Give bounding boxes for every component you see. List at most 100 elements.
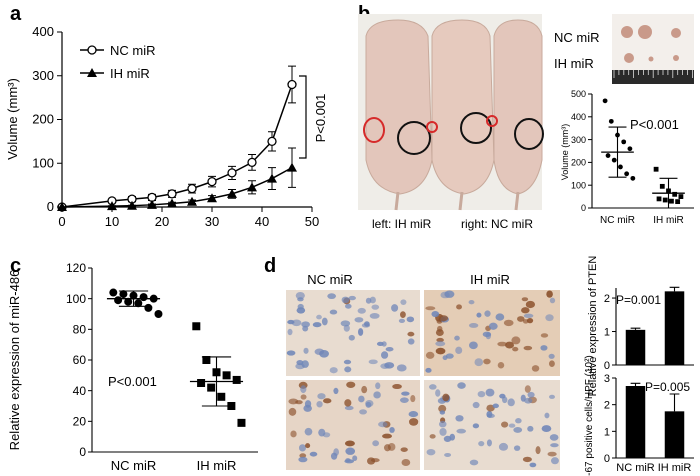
cell-nucleus-pten-ih (484, 310, 491, 317)
y-tick-label: 100 (66, 292, 86, 306)
cell-nucleus-ki67-ih (522, 456, 532, 463)
cell-nucleus-ki67-nc (382, 433, 392, 439)
cell-nucleus-pten-nc (385, 346, 394, 352)
cell-nucleus-ki67-ih (438, 420, 447, 428)
data-point-nc (114, 296, 123, 305)
ihc-ki67-nc (286, 380, 420, 470)
cell-nucleus-pten-ih (540, 333, 549, 338)
tumor-row-label-nc: NC miR (554, 30, 600, 45)
data-point-nc (154, 310, 163, 318)
cell-nucleus-pten-nc (380, 351, 389, 359)
tumor-circle-red-2 (426, 121, 438, 133)
cell-nucleus-pten-ih (474, 358, 484, 367)
cell-nucleus-pten-nc (312, 322, 322, 328)
data-point-ih (217, 392, 226, 401)
cell-nucleus-ki67-ih (429, 434, 436, 439)
data-point-nc (624, 171, 630, 177)
cell-nucleus-ki67-nc (299, 453, 307, 459)
cell-nucleus-ki67-nc (333, 387, 339, 395)
cell-nucleus-pten-ih (521, 307, 530, 314)
cell-nucleus-pten-ih (497, 362, 505, 369)
cell-nucleus-pten-ih (440, 291, 450, 299)
cell-nucleus-ki67-nc (410, 394, 416, 403)
data-point-ih (107, 201, 117, 211)
cell-nucleus-ki67-ih (455, 415, 464, 422)
legend: NC miR IH miR (80, 43, 156, 81)
cell-nucleus-pten-nc (301, 321, 310, 328)
data-point-ih (202, 356, 211, 364)
data-point-ih (662, 197, 668, 203)
cell-nucleus-pten-ih (425, 367, 432, 373)
data-point-nc (167, 189, 177, 199)
series-line-nc (61, 84, 293, 208)
data-point-ih (207, 193, 217, 203)
y-tick-label: 100 (32, 155, 54, 170)
cell-nucleus-ki67-nc (318, 428, 326, 437)
data-point-ih (192, 322, 201, 331)
cell-nucleus-ki67-nc (358, 395, 365, 403)
cell-nucleus-pten-ih (512, 346, 519, 352)
cell-nucleus-ki67-ih (508, 423, 516, 428)
tumor-ih-3 (673, 55, 679, 61)
cell-nucleus-ki67-ih (549, 394, 555, 399)
data-point-nc (187, 183, 197, 194)
cell-nucleus-pten-nc (297, 297, 304, 302)
data-point-nc (119, 290, 128, 299)
cell-nucleus-ki67-ih (456, 428, 467, 434)
cell-nucleus-pten-nc (301, 360, 309, 368)
data-point-ih (167, 198, 177, 208)
data-point-ih (672, 191, 678, 197)
cell-nucleus-ki67-ih (550, 443, 559, 448)
sd-bar-ih (201, 356, 232, 407)
cell-nucleus-ki67-nc (344, 399, 352, 407)
data-point-ih (287, 162, 297, 172)
cell-nucleus-pten-nc (365, 297, 372, 304)
cell-nucleus-pten-ih (454, 335, 460, 341)
cell-nucleus-pten-nc (345, 303, 352, 309)
y-tick-label: 300 (571, 135, 586, 145)
data-point-ih (678, 194, 684, 199)
cell-nucleus-pten-nc (344, 366, 352, 373)
cell-nucleus-ki67-ih (513, 445, 521, 451)
cell-nucleus-ki67-ih (501, 396, 508, 404)
sd-bar-nc (118, 290, 149, 307)
cell-nucleus-ki67-ih (457, 382, 466, 389)
cell-nucleus-pten-ih (431, 310, 440, 318)
cell-nucleus-pten-nc (368, 359, 378, 365)
y-tick-label: 0 (581, 203, 586, 213)
cell-nucleus-pten-nc (371, 304, 380, 310)
cell-nucleus-ki67-ih (426, 448, 436, 456)
y-tick-label: 1 (604, 426, 610, 438)
data-point-nc (602, 98, 608, 104)
cell-nucleus-pten-nc (314, 348, 325, 355)
cell-nucleus-pten-nc (406, 316, 415, 323)
ihc-pten-nc (286, 290, 420, 376)
cell-nucleus-ki67-ih (442, 393, 450, 402)
cell-nucleus-ki67-nc (345, 458, 351, 463)
data-point-ih (247, 182, 257, 192)
axis-label-y: Volume (mm³) (5, 78, 20, 160)
cell-nucleus-ki67-nc (401, 391, 410, 396)
cell-nucleus-ki67-ih (513, 426, 523, 433)
cell-nucleus-pten-ih (511, 336, 521, 345)
cell-nucleus-ki67-ih (486, 413, 495, 419)
significance-bracket (299, 75, 307, 159)
cell-nucleus-ki67-nc (295, 400, 303, 405)
y-tick-label: 300 (32, 68, 54, 83)
cell-nucleus-pten-ih (488, 322, 498, 330)
cell-nucleus-pten-ih (436, 337, 444, 343)
cell-nucleus-ki67-nc (323, 398, 332, 404)
tumor-ih-1 (624, 53, 634, 63)
data-point-ih (227, 402, 236, 410)
y-tick-label: 0 (604, 453, 610, 465)
cell-nucleus-ki67-nc (298, 444, 306, 452)
data-point-ih (187, 196, 197, 206)
tumor-circle-red-1 (363, 117, 385, 143)
data-point-ih (222, 371, 231, 380)
photo-caption-left: left: IH miR (372, 217, 432, 231)
y-tick-label: 500 (571, 89, 586, 99)
cell-nucleus-ki67-nc (288, 407, 297, 416)
y-tick-label: 0 (47, 199, 54, 214)
cell-nucleus-ki67-ih (486, 439, 492, 447)
